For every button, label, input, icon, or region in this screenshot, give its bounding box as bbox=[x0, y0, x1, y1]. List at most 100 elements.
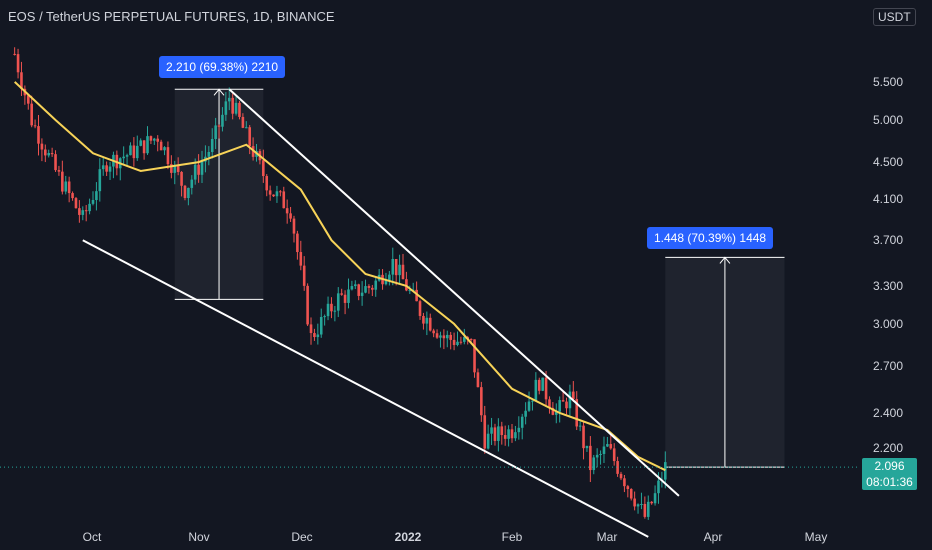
candle-up bbox=[374, 280, 378, 290]
candle-down bbox=[282, 191, 286, 209]
candle-down bbox=[309, 324, 313, 334]
candle-down bbox=[78, 208, 81, 215]
candle-up bbox=[486, 433, 490, 449]
resistance-trendline bbox=[228, 88, 680, 497]
time-axis-label: Feb bbox=[502, 530, 523, 544]
candle-up bbox=[398, 264, 401, 276]
candle-up bbox=[408, 290, 412, 292]
candle-up bbox=[524, 410, 527, 417]
candle-down bbox=[265, 176, 269, 191]
candle-up bbox=[81, 210, 85, 215]
candle-up bbox=[602, 446, 606, 454]
candle-down bbox=[67, 181, 71, 194]
candle-up bbox=[221, 114, 224, 127]
candle-down bbox=[262, 160, 265, 177]
candle-up bbox=[653, 493, 657, 504]
candle-up bbox=[125, 155, 129, 157]
price-axis-label: 5.000 bbox=[873, 113, 903, 127]
candle-up bbox=[463, 337, 466, 342]
candle-up bbox=[347, 289, 350, 303]
candle-down bbox=[142, 140, 146, 154]
candle-up bbox=[95, 191, 98, 200]
candle-down bbox=[449, 334, 452, 340]
candle-up bbox=[336, 293, 340, 311]
candle-down bbox=[340, 293, 343, 295]
measure-arrowhead bbox=[719, 256, 731, 264]
candle-down bbox=[26, 95, 30, 104]
time-axis-label: Nov bbox=[188, 530, 209, 544]
candle-up bbox=[445, 334, 449, 339]
candle-down bbox=[432, 330, 435, 334]
candle-down bbox=[248, 127, 251, 147]
measure-label-2: 1.448 (70.39%) 1448 bbox=[647, 227, 774, 249]
candle-down bbox=[61, 171, 64, 192]
candle-up bbox=[606, 444, 609, 447]
time-axis-label: Dec bbox=[291, 530, 312, 544]
candle-up bbox=[490, 427, 493, 434]
candle-down bbox=[500, 426, 504, 436]
measure-label-1: 2.210 (69.38%) 2210 bbox=[159, 56, 286, 78]
candle-down bbox=[428, 317, 432, 331]
candle-down bbox=[473, 339, 476, 373]
candle-up bbox=[163, 147, 166, 151]
candle-down bbox=[183, 185, 187, 199]
candle-down bbox=[480, 387, 483, 416]
candle-down bbox=[306, 285, 309, 325]
candle-down bbox=[435, 333, 439, 338]
price-axis-label: 4.100 bbox=[873, 192, 903, 206]
candle-up bbox=[541, 377, 544, 391]
candle-up bbox=[210, 139, 214, 153]
candle-down bbox=[565, 401, 568, 409]
price-axis-label: 4.500 bbox=[873, 155, 903, 169]
price-axis-label: 2.200 bbox=[873, 441, 903, 455]
candle-down bbox=[57, 170, 61, 172]
candle-down bbox=[44, 149, 47, 156]
candle-up bbox=[129, 145, 132, 156]
candle-down bbox=[561, 400, 565, 402]
candle-up bbox=[592, 457, 596, 471]
candle-up bbox=[153, 138, 156, 141]
candle-up bbox=[497, 426, 500, 441]
candle-up bbox=[364, 286, 367, 293]
candle-up bbox=[193, 164, 197, 180]
candle-down bbox=[394, 259, 398, 276]
candle-down bbox=[272, 194, 275, 197]
candle-down bbox=[357, 284, 361, 296]
candle-down bbox=[503, 435, 507, 439]
time-axis-label: Oct bbox=[83, 530, 102, 544]
measure-arrowhead bbox=[213, 88, 225, 96]
candle-down bbox=[483, 415, 487, 449]
currency-selector[interactable]: USDT bbox=[873, 8, 916, 26]
candle-up bbox=[200, 161, 204, 175]
candle-up bbox=[275, 191, 279, 197]
candle-down bbox=[452, 339, 456, 345]
candle-down bbox=[548, 399, 551, 408]
candle-up bbox=[534, 379, 538, 401]
candle-down bbox=[582, 425, 585, 449]
candle-up bbox=[360, 292, 364, 296]
candle-down bbox=[476, 372, 480, 388]
moving-average-line bbox=[14, 81, 666, 472]
candle-up bbox=[190, 179, 194, 188]
candle-up bbox=[91, 199, 95, 204]
candle-down bbox=[572, 391, 575, 400]
candle-up bbox=[323, 316, 326, 318]
time-axis-label: Mar bbox=[597, 530, 618, 544]
candle-down bbox=[633, 498, 636, 507]
candle-up bbox=[187, 187, 190, 199]
candle-up bbox=[439, 335, 442, 338]
candle-up bbox=[101, 165, 105, 170]
candle-down bbox=[33, 125, 37, 127]
candle-down bbox=[575, 399, 579, 427]
candle-up bbox=[514, 432, 517, 439]
chart-title: EOS / TetherUS PERPETUAL FUTURES, 1D, BI… bbox=[8, 9, 335, 24]
candle-down bbox=[405, 279, 408, 291]
candle-up bbox=[507, 429, 510, 439]
candle-down bbox=[296, 233, 299, 253]
candle-up bbox=[388, 274, 391, 281]
candle-up bbox=[595, 454, 599, 458]
candle-down bbox=[84, 210, 88, 212]
candle-up bbox=[663, 462, 667, 480]
candle-up bbox=[456, 341, 459, 345]
